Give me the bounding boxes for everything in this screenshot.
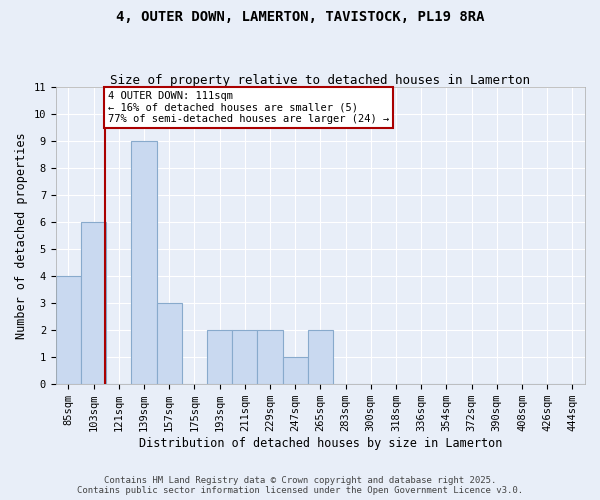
Bar — [131, 141, 157, 384]
Bar — [232, 330, 257, 384]
Bar — [308, 330, 333, 384]
Bar — [207, 330, 232, 384]
Title: Size of property relative to detached houses in Lamerton: Size of property relative to detached ho… — [110, 74, 530, 87]
X-axis label: Distribution of detached houses by size in Lamerton: Distribution of detached houses by size … — [139, 437, 502, 450]
Text: 4 OUTER DOWN: 111sqm
← 16% of detached houses are smaller (5)
77% of semi-detach: 4 OUTER DOWN: 111sqm ← 16% of detached h… — [107, 91, 389, 124]
Y-axis label: Number of detached properties: Number of detached properties — [15, 132, 28, 339]
Bar — [81, 222, 106, 384]
Bar — [157, 303, 182, 384]
Bar — [56, 276, 81, 384]
Bar — [257, 330, 283, 384]
Text: 4, OUTER DOWN, LAMERTON, TAVISTOCK, PL19 8RA: 4, OUTER DOWN, LAMERTON, TAVISTOCK, PL19… — [116, 10, 484, 24]
Bar — [283, 357, 308, 384]
Text: Contains HM Land Registry data © Crown copyright and database right 2025.
Contai: Contains HM Land Registry data © Crown c… — [77, 476, 523, 495]
